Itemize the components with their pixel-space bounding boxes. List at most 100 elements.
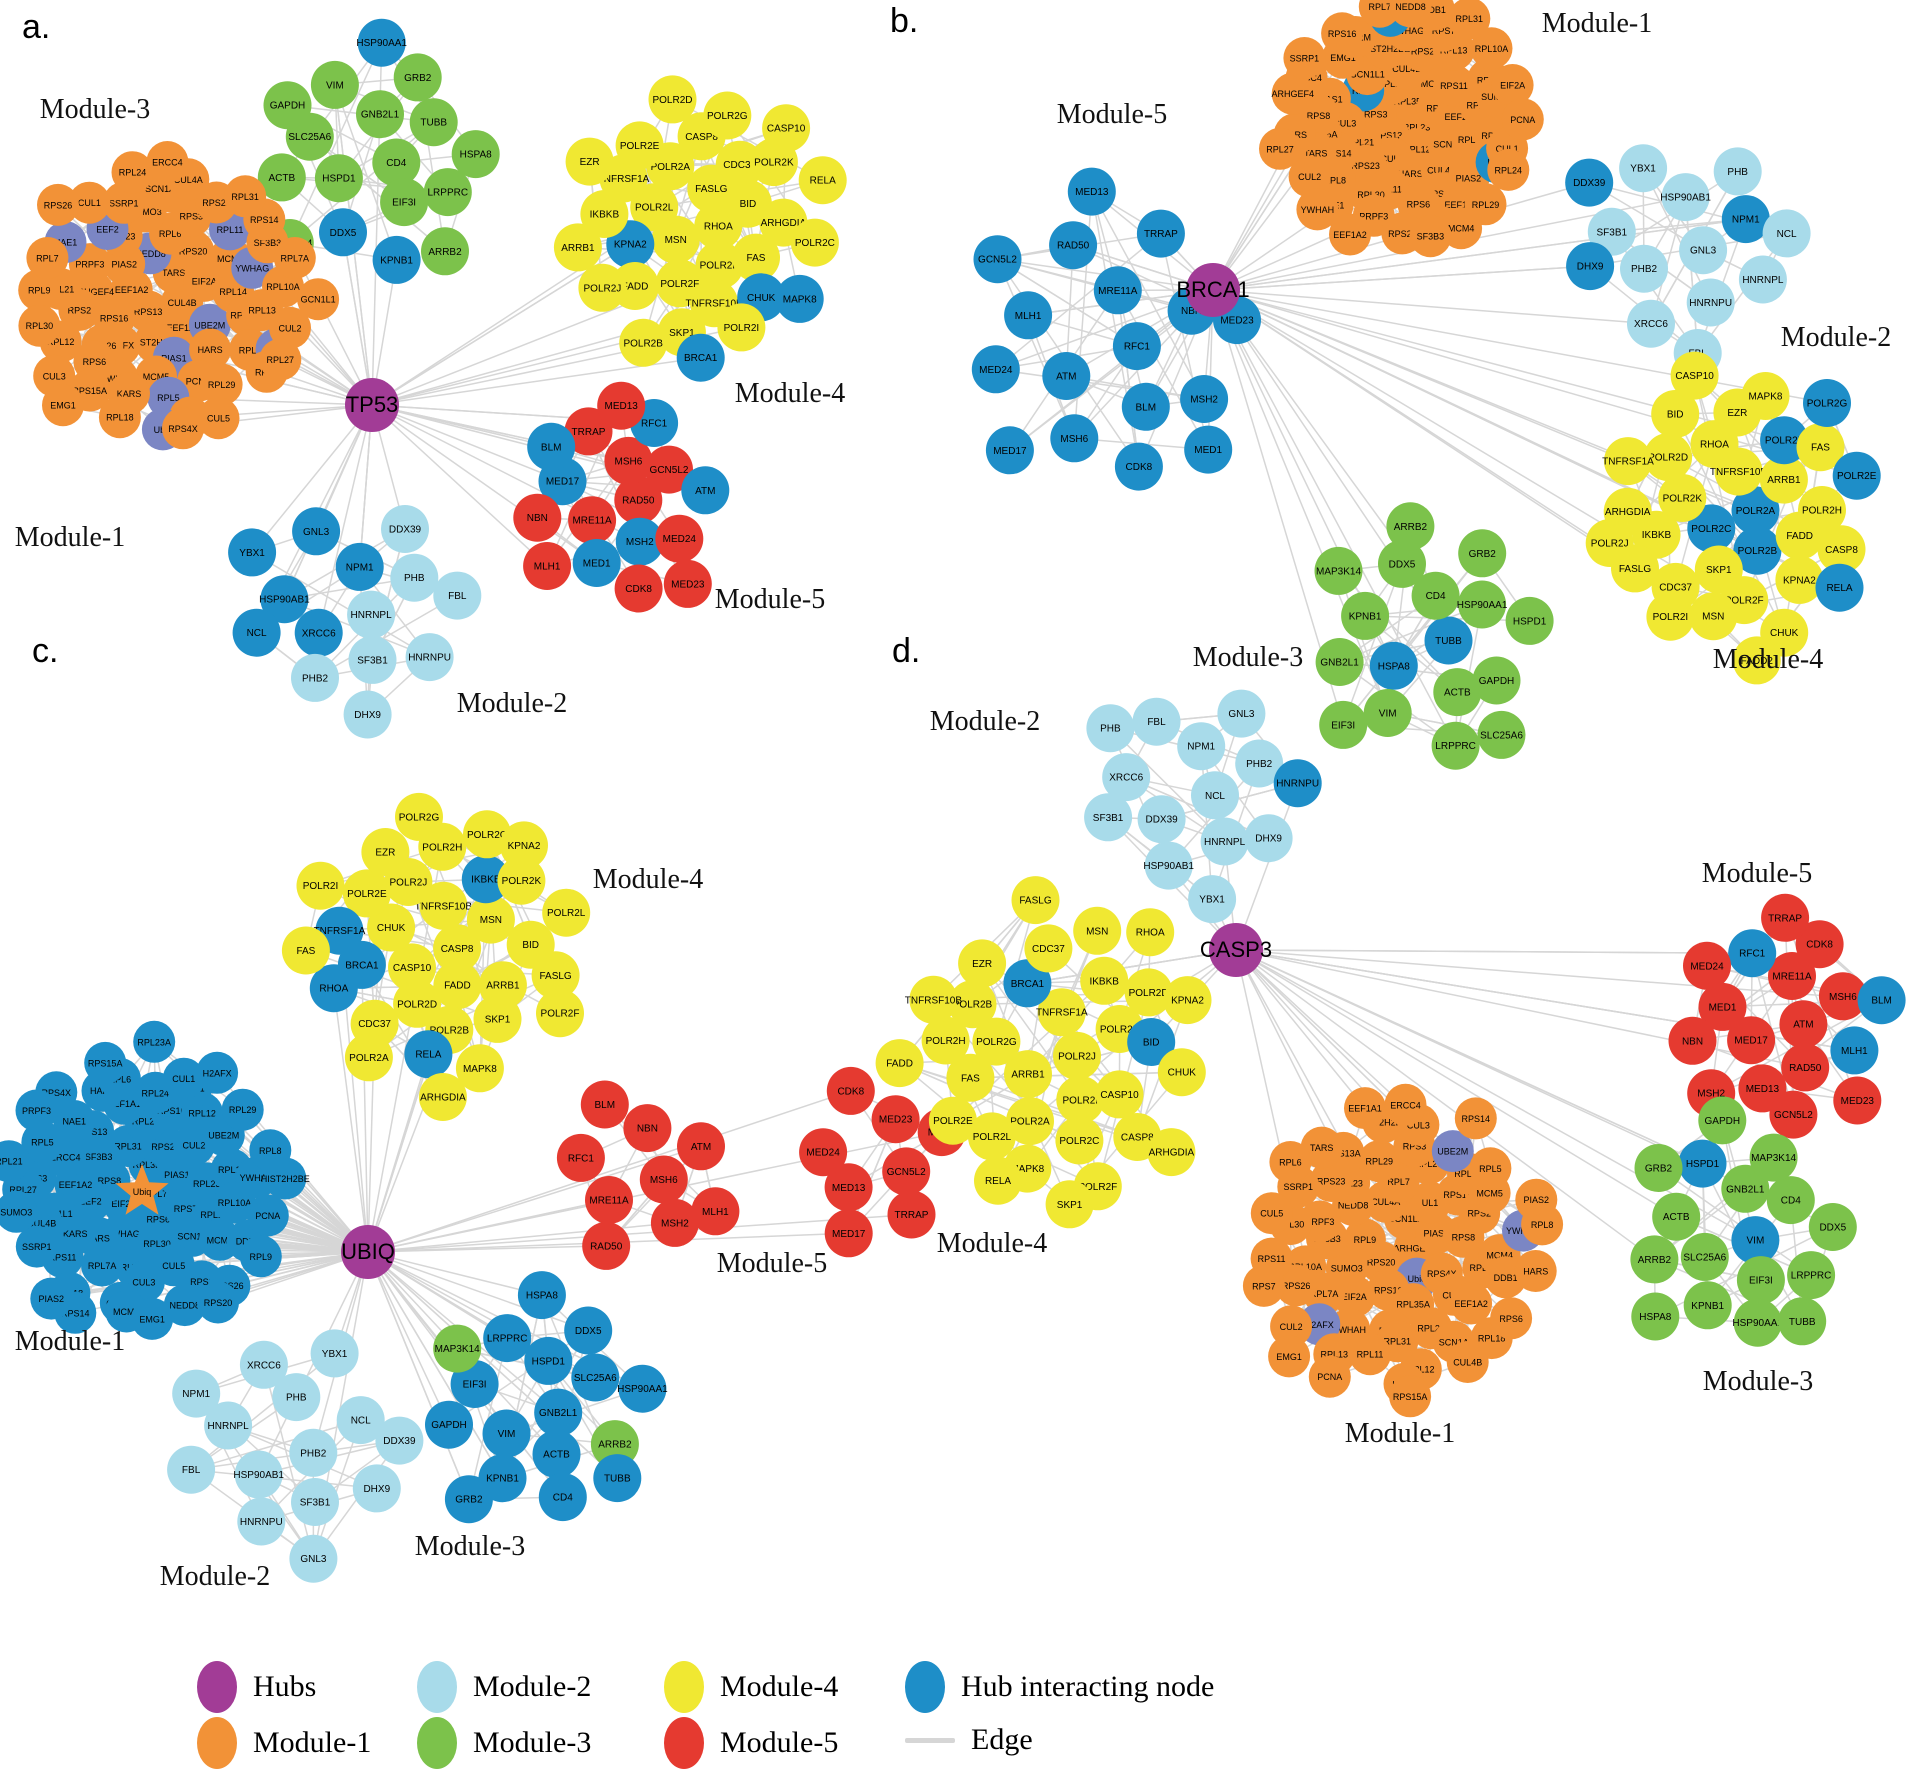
node-label: FAS	[961, 1073, 980, 1084]
node-label: NBN	[1682, 1036, 1703, 1047]
node-label: RHOA	[704, 221, 733, 232]
node-label: KPNA2	[508, 841, 541, 852]
node-label: RPL7	[1369, 2, 1392, 12]
panel-letter-a: a.	[22, 8, 50, 46]
node-label: ATM	[1793, 1020, 1813, 1031]
node-label: POLR2G	[707, 111, 748, 122]
node-label: NPM1	[1732, 215, 1760, 226]
node-NBN	[513, 493, 562, 542]
node-EMG1	[42, 384, 84, 427]
node-HSP90AB1	[234, 1450, 283, 1499]
node-PHB2	[1620, 244, 1668, 293]
node-label: SSRP1	[1290, 54, 1320, 64]
node-label: RAD50	[1789, 1063, 1822, 1074]
node-label: POLR2B	[1738, 546, 1778, 557]
node-label: RPS6	[1407, 199, 1431, 209]
node-label: GCN5L2	[978, 255, 1017, 266]
node-RPL7A	[273, 237, 316, 279]
node-MRE11A	[568, 496, 617, 545]
node-label: RPS11	[1440, 81, 1468, 91]
node-label: POLR2L	[547, 908, 586, 919]
node-label: HSP90AA1	[1457, 600, 1508, 611]
node-label: RPS14	[61, 1308, 90, 1318]
node-label: HNRNPU	[1276, 779, 1319, 790]
node-label: CD4	[386, 158, 406, 169]
node-HSP90AA1	[1458, 580, 1507, 629]
node-label: CUL4A	[1427, 166, 1456, 176]
node-label: CUL4A	[1371, 1197, 1400, 1207]
node-label: SLC25A6	[1683, 1252, 1726, 1263]
node-POLR2G	[703, 91, 752, 140]
node-label: RHOA	[1700, 440, 1729, 451]
node-label: BID	[1143, 1038, 1160, 1049]
node-label: GCN5L2	[650, 465, 689, 476]
node-label: HSPA8	[526, 1291, 558, 1302]
node-BID	[1127, 1018, 1176, 1066]
node-POLR2I	[296, 861, 345, 910]
node-label: ARRB2	[1638, 1255, 1672, 1266]
node-label: HSPD1	[532, 1356, 566, 1367]
node-RELA	[798, 156, 847, 205]
node-label: PIAS1	[1423, 1229, 1449, 1239]
node-label: PIAS1	[161, 353, 187, 363]
node-label: PIAS1	[164, 1170, 190, 1180]
node-DHX9	[343, 690, 392, 739]
module-label-c-0: Module-4	[593, 864, 703, 895]
node-label: MSN	[1086, 926, 1108, 937]
node-TUBB	[1778, 1297, 1827, 1346]
node-MED17	[985, 426, 1034, 475]
node-label: SUMO3	[1331, 1264, 1363, 1274]
node-label: POLR2I	[303, 881, 339, 892]
node-HSPD1	[1678, 1139, 1727, 1188]
node-RPS26	[1275, 1264, 1318, 1307]
node-label: POLR2B	[953, 1000, 993, 1011]
node-RPL9	[239, 1235, 282, 1278]
node-label: RPS16	[157, 1106, 186, 1116]
node-HNRNPU	[1686, 278, 1735, 327]
node-label: RFC1	[1124, 342, 1151, 353]
node-MED13	[1067, 167, 1116, 216]
node-label: RPL7	[145, 1189, 168, 1199]
node-VIM	[1363, 689, 1412, 737]
node-label: CUL4B	[1453, 1358, 1482, 1368]
node-label: XRCC6	[302, 628, 336, 639]
node-label: TNFRSF1A	[1602, 457, 1654, 468]
node-label: EZR	[972, 959, 992, 970]
hub-node-TP53	[345, 378, 399, 432]
node-label: RPS8	[1307, 111, 1331, 121]
node-IKBKB	[461, 855, 510, 904]
node-GRB2	[444, 1475, 493, 1524]
node-label: TNFRSF1A	[314, 926, 366, 937]
node-POLR2H	[1798, 486, 1846, 534]
node-CDK8	[614, 564, 663, 613]
node-label: NCL	[351, 1416, 371, 1427]
node-CD4	[1411, 571, 1460, 620]
node-label: ERCC4	[1390, 1100, 1421, 1110]
node-RPL31	[1448, 0, 1491, 40]
node-label: RPL21	[0, 1157, 23, 1167]
node-label: MCM5	[113, 1307, 140, 1317]
node-GRB2	[393, 53, 442, 102]
node-PHB	[272, 1373, 321, 1422]
node-label: POLR2H	[700, 261, 740, 272]
node-label: POLR2G	[399, 812, 440, 823]
node-H2AFX	[196, 1051, 239, 1094]
node-label: CUL3	[1407, 1120, 1430, 1130]
node-RHOA	[1126, 908, 1175, 957]
node-HNRNPU	[237, 1497, 286, 1546]
node-RPL24	[1487, 148, 1530, 191]
node-label: DHX9	[363, 1484, 390, 1495]
node-label: CUL2	[1280, 1322, 1303, 1332]
node-label: TNFRSF1A	[598, 174, 650, 185]
node-MSH6	[1818, 972, 1867, 1021]
node-MED24	[1683, 941, 1731, 990]
node-label: SF3B3	[1417, 232, 1445, 242]
hub-node-BRCA1	[1186, 263, 1240, 317]
node-label: RPL9	[1354, 1235, 1377, 1245]
node-GNB2L1	[1721, 1164, 1770, 1213]
node-NCL	[336, 1396, 385, 1445]
node-RPL30	[18, 304, 61, 347]
node-label: ATM	[695, 486, 715, 497]
node-GAPDH	[425, 1400, 473, 1449]
node-label: HNRNPL	[1742, 275, 1784, 286]
